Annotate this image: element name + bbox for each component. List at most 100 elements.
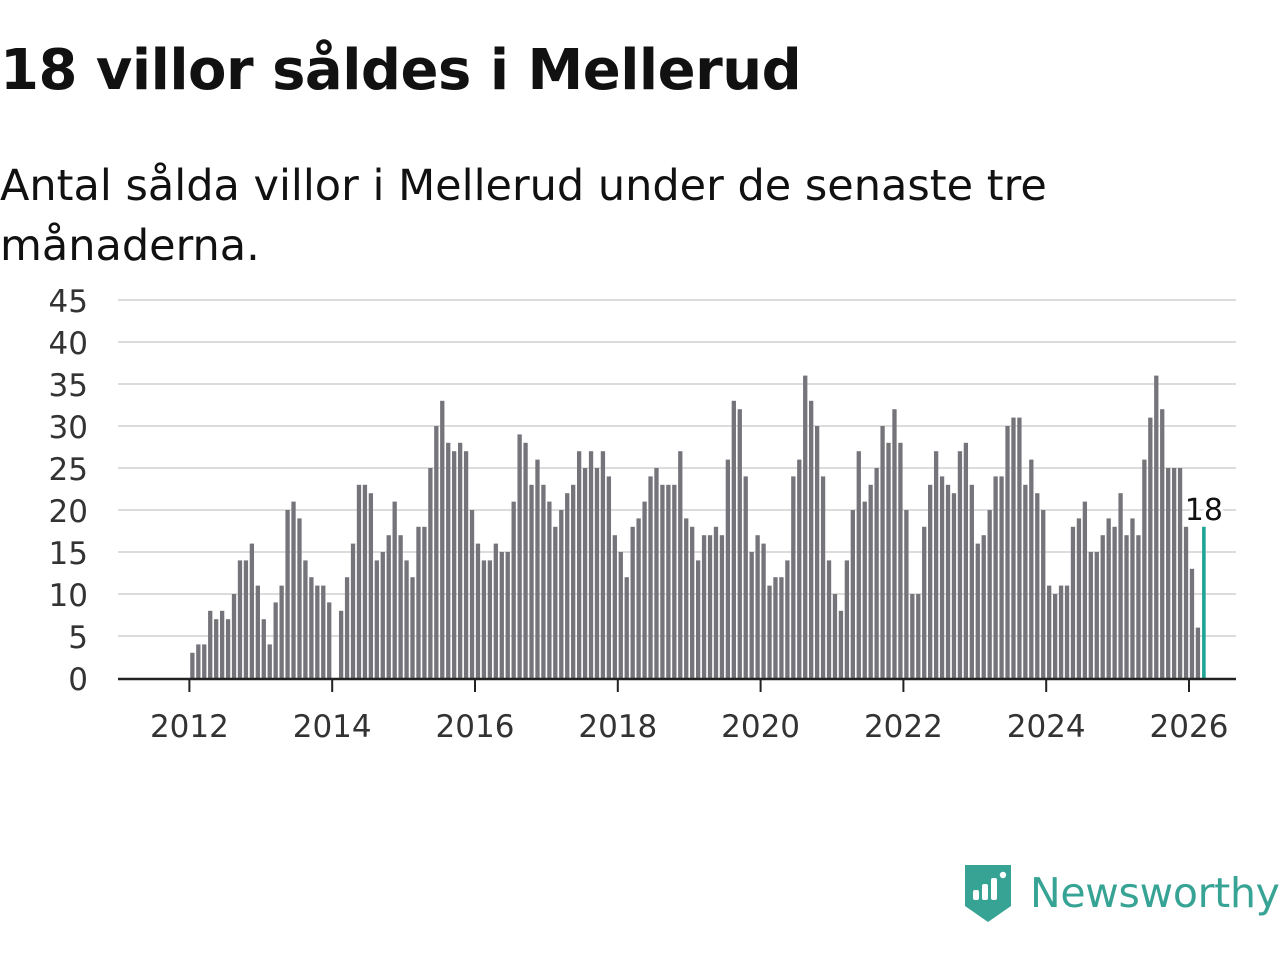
bar [969,484,974,678]
bar [196,644,201,678]
bar [791,476,796,678]
highlight-annotation: 18 [1182,490,1226,531]
bar [1041,510,1046,678]
bar [523,442,528,678]
bar [380,552,385,678]
bar [820,476,826,678]
bar [440,400,445,678]
bar [642,501,647,678]
bar [1082,501,1088,678]
bar [565,493,570,678]
bar [1142,459,1147,678]
bar [499,552,504,678]
bar [309,577,314,678]
bar [469,510,475,678]
x-tick-label: 2016 [436,709,515,745]
bar [410,577,415,678]
bar [844,560,850,678]
x-tick-label: 2026 [1150,709,1229,745]
y-tick-label: 5 [68,620,88,656]
bar [957,451,963,678]
bar [249,543,255,678]
bar [1130,518,1135,678]
bar [618,552,623,678]
bar [463,451,469,678]
bar [951,493,957,678]
bar [916,594,921,678]
bar [648,476,653,678]
bar-highlight [1202,526,1206,678]
bar [547,501,552,678]
bar [1035,493,1040,678]
bar [535,459,540,678]
bar [1023,484,1028,678]
bar [428,468,433,678]
bar [1047,585,1052,678]
newsworthy-logo: Newsworthy [962,862,1280,924]
bar [1052,594,1058,678]
y-tick-label: 45 [49,284,88,320]
y-tick-label: 10 [49,578,88,614]
bar [678,451,683,678]
bar [404,560,409,678]
bar [803,375,808,678]
bar [261,619,266,678]
bar [666,484,671,678]
bar [660,484,665,678]
bar [1160,409,1165,678]
bar [1017,417,1022,678]
bar [315,585,320,678]
bar [695,560,701,678]
bar [773,577,778,678]
bar [779,577,784,678]
bar [1029,459,1034,678]
x-tick-label: 2012 [150,709,229,745]
bar [214,619,219,678]
bar [571,484,576,678]
bar [386,535,391,678]
bar [880,426,885,678]
bar [904,510,909,678]
bar [1094,552,1099,678]
x-tick-label: 2022 [864,709,943,745]
bar [338,610,344,678]
bar [838,610,844,678]
bar [511,501,516,678]
bar [725,459,731,678]
bar [856,451,861,678]
bar [1005,426,1010,678]
bar [743,476,748,678]
bar [594,468,600,678]
bar [362,484,368,678]
bar [452,451,457,678]
y-tick-label: 20 [49,494,88,530]
bar [1189,568,1195,678]
bar [446,442,451,678]
bar [898,442,903,678]
bar [814,426,820,678]
bar [606,476,612,678]
bar [576,451,582,678]
highlight-value-label: 18 [1185,493,1223,528]
y-tick-label: 25 [49,452,88,488]
bar [809,400,814,678]
bar [1183,526,1189,678]
bar [237,560,243,678]
bar [761,543,766,678]
bar [737,409,742,678]
bar [933,451,939,678]
bar [963,442,969,678]
bar [1070,526,1076,678]
bar [219,610,225,678]
y-tick-label: 30 [49,410,88,446]
bar [321,585,326,678]
bar [1076,518,1082,678]
bar [1148,417,1153,678]
bar [422,526,427,678]
chart-title: 18 villor såldes i Mellerud [0,38,802,103]
bars [190,375,1206,678]
bar [749,552,754,678]
y-tick-label: 0 [68,662,88,698]
bar [713,526,719,678]
